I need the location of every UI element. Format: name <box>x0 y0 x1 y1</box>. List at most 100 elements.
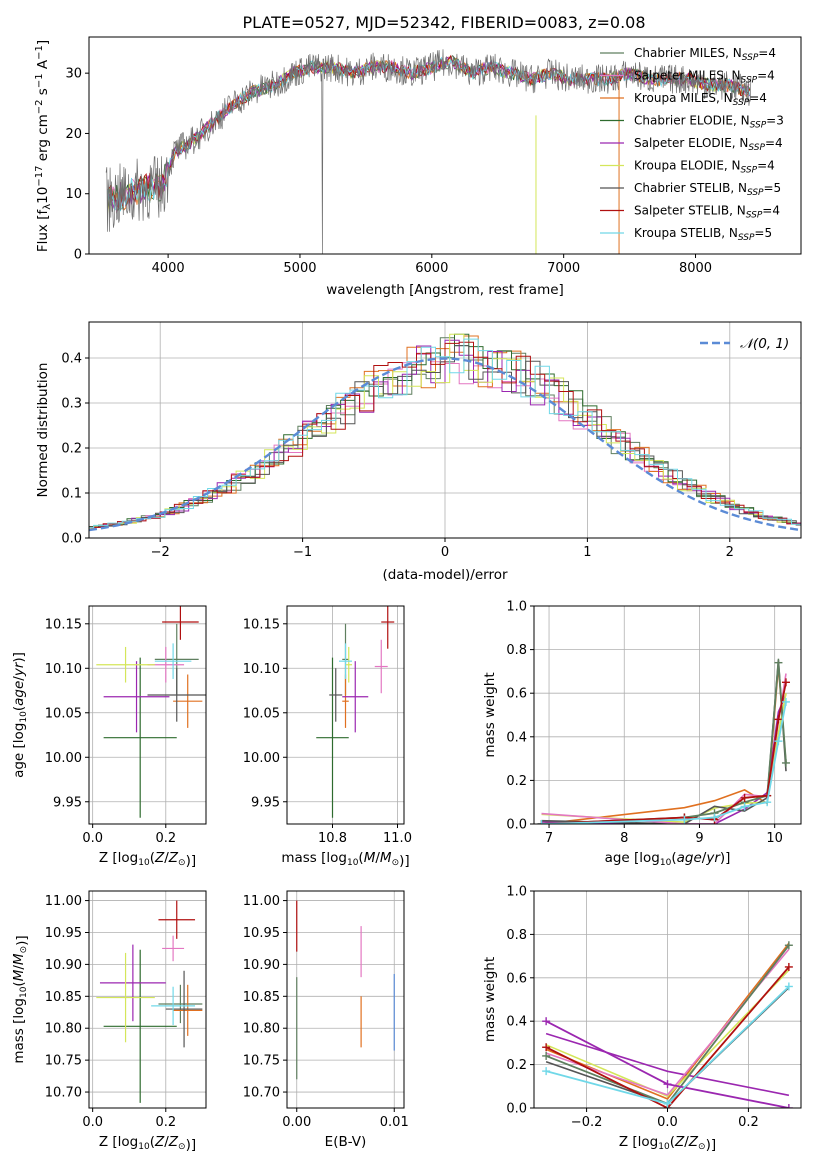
x-tick-label: 5000 <box>283 261 316 276</box>
axis-label-part: M <box>11 953 27 965</box>
axis-label-part: Z <box>674 1134 685 1150</box>
x-axis-label: E(B-V) <box>325 1134 367 1150</box>
y-tick-label: 10 <box>65 187 82 202</box>
y-tick-label: 0.4 <box>61 352 82 367</box>
axis-label-part: age [log <box>11 723 27 778</box>
legend-entry: Kroupa STELIB, NSSP=5 <box>634 226 772 243</box>
legend-tail: =3 <box>766 114 784 128</box>
legend-entry: Chabrier ELODIE, NSSP=3 <box>634 114 784 131</box>
legend-label: Kroupa ELODIE, N <box>634 159 741 173</box>
x-tick-label: 11.0 <box>383 831 412 846</box>
weight-series-line <box>541 693 787 824</box>
y-tick-label: 0.6 <box>506 687 527 702</box>
y-tick-label: 9.95 <box>251 795 280 810</box>
y-tick-label: 11.00 <box>243 894 280 909</box>
x-tick-label: 8 <box>620 831 628 846</box>
x-tick-label: 0.01 <box>380 1115 409 1130</box>
axis-label-part: / <box>164 1134 169 1150</box>
legend-tail: =4 <box>757 69 775 83</box>
error-bars <box>316 606 395 818</box>
axis-label-part: )] <box>186 853 197 869</box>
axes-frame <box>88 605 207 825</box>
x-tick-label: 1 <box>583 545 591 560</box>
y-tick-label: 1.0 <box>506 885 527 900</box>
legend-entry: 𝒩(0, 1) <box>740 336 789 352</box>
mass-vs-metallicity-panel: 0.0 0.2 10.70 10.75 10.80 10.85 10.90 10.95 11.0… <box>11 890 207 1153</box>
legend-entry: Salpeter ELODIE, NSSP=4 <box>634 136 783 153</box>
y-axis-label-part: s <box>35 88 51 99</box>
axes-frame <box>533 605 802 825</box>
axis-label-part: M <box>364 850 376 866</box>
figure-title: PLATE=0527, MJD=52342, FIBERID=0083, z=0… <box>242 13 645 32</box>
axis-label-part: / <box>11 676 27 681</box>
legend-subscript: SSP <box>741 166 758 176</box>
axis-label-part: / <box>375 850 380 866</box>
y-axis-label: age [log10(age/yr)] <box>11 652 29 778</box>
x-tick-label: 0.2 <box>738 1115 759 1130</box>
axis-label-part: age [log <box>605 850 660 866</box>
x-tick-label: 0.2 <box>155 831 176 846</box>
axis-label-part: / <box>164 850 169 866</box>
mass-vs-ebv-panel: 0.00 0.01 10.70 10.75 10.80 10.85 10.90 10.95 11… <box>243 890 409 1150</box>
y-tick-label: 10.10 <box>243 662 280 677</box>
axes-frame <box>88 321 802 539</box>
weight-lines <box>537 658 790 824</box>
y-tick-label: 20 <box>65 127 82 142</box>
legend-subscript: SSP <box>742 53 759 63</box>
y-tick-label: 10.95 <box>243 926 280 941</box>
y-tick-label: 0.2 <box>506 1058 527 1073</box>
axis-label-part: age <box>11 681 27 706</box>
y-axis-label-part: −1 <box>34 45 45 60</box>
y-axis-label-part: 10 <box>35 187 51 204</box>
y-tick-label: 0.0 <box>61 532 82 547</box>
axis-label-part: ( <box>11 981 27 986</box>
axis-label-part: ⊙ <box>19 946 29 954</box>
weight-series-line <box>545 1032 790 1097</box>
y-tick-label: 10.80 <box>243 1022 280 1037</box>
y-tick-label: 10.00 <box>243 751 280 766</box>
error-bars <box>296 900 395 1080</box>
axis-label-part: )] <box>14 935 30 946</box>
axis-label-part: ( <box>11 706 27 711</box>
y-tick-label: 0.1 <box>61 487 82 502</box>
y-axis-label: mass [log10(M/M⊙)] <box>11 935 30 1063</box>
axis-label-part: )] <box>11 652 27 663</box>
axis-label-part: age <box>677 850 702 866</box>
axis-label-part: / <box>11 965 27 970</box>
weight-series-line <box>545 942 790 1100</box>
x-tick-label: 2 <box>726 545 734 560</box>
y-tick-label: 10.85 <box>45 990 82 1005</box>
axis-label-part: / <box>702 850 707 866</box>
y-tick-label: 10.15 <box>45 617 82 632</box>
histogram-series <box>89 338 801 529</box>
legend-tail: =4 <box>762 204 780 218</box>
axis-label-part: )] <box>720 850 731 866</box>
axis-label-part: 10 <box>347 858 359 868</box>
y-tick-label: 0.8 <box>506 928 527 943</box>
axis-label-part: ( <box>150 1134 155 1150</box>
y-tick-label: 0.2 <box>506 774 527 789</box>
legend-label: Chabrier MILES, N <box>634 46 742 60</box>
x-tick-label: −1 <box>293 545 312 560</box>
x-tick-label: 7000 <box>547 261 580 276</box>
y-axis-label-part: −1 <box>34 73 45 88</box>
y-tick-label: 0.0 <box>506 818 527 833</box>
x-tick-label: 0.0 <box>657 1115 678 1130</box>
legend-subscript: SSP <box>747 188 764 198</box>
y-tick-label: 10.90 <box>243 958 280 973</box>
axis-label-part: Z <box>154 850 165 866</box>
weight-series-line <box>541 701 787 824</box>
axis-label-part: ⊙ <box>178 1142 186 1152</box>
y-tick-label: 0.3 <box>61 397 82 412</box>
legend-tail: =4 <box>758 46 776 60</box>
axes-frame <box>88 890 207 1109</box>
axis-label-part: Z <box>168 850 179 866</box>
y-tick-label: 10.00 <box>45 751 82 766</box>
y-tick-label: 10.05 <box>243 706 280 721</box>
y-axis-label: mass weight <box>482 957 498 1042</box>
y-tick-label: 10.05 <box>45 706 82 721</box>
x-axis-label: age [log10(age/yr)] <box>605 850 731 868</box>
